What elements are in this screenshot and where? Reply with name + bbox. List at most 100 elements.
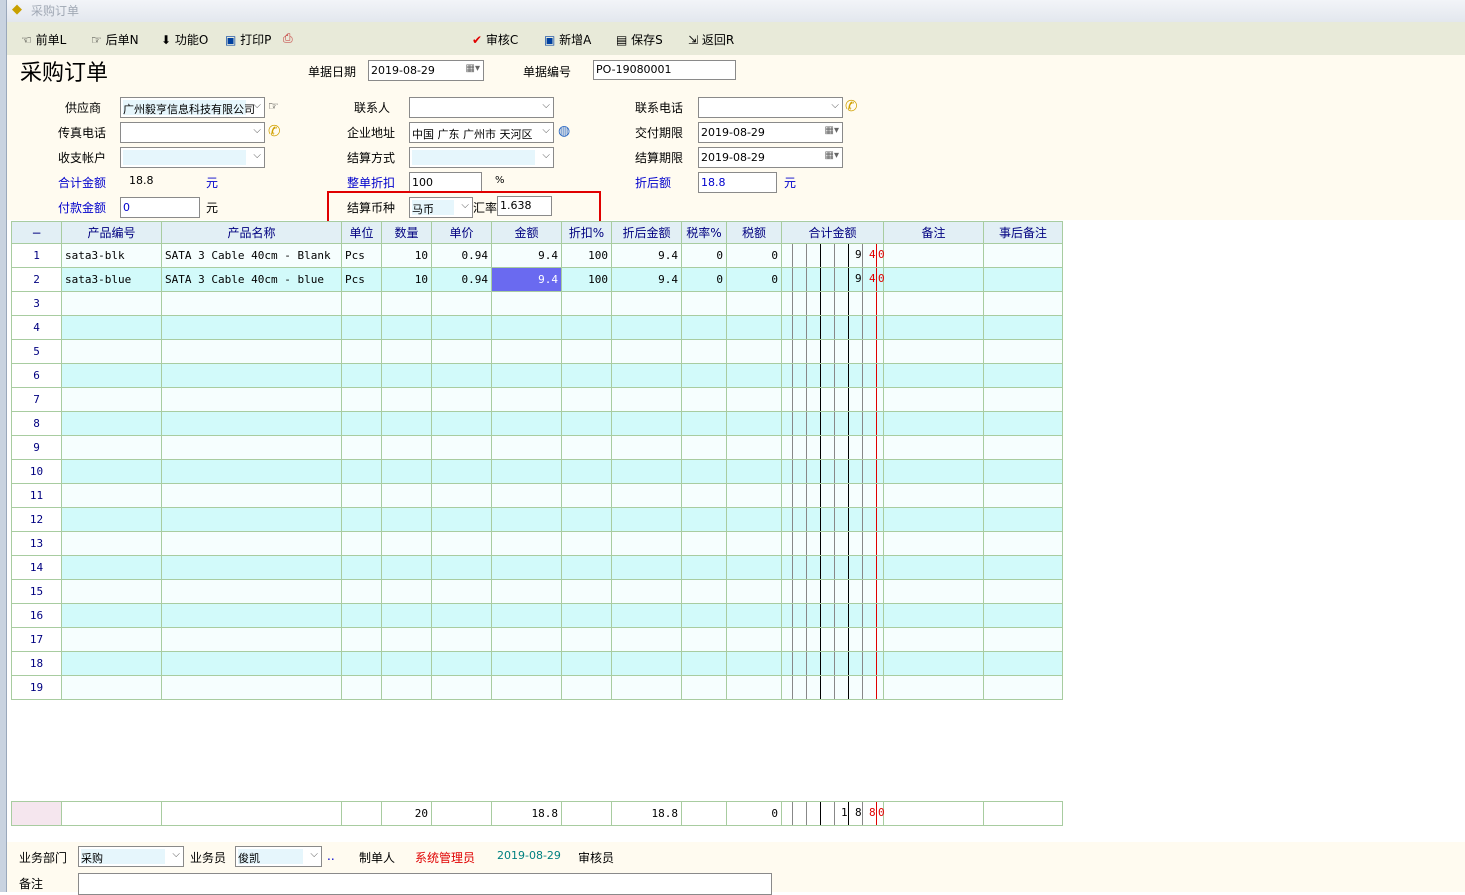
cell[interactable] xyxy=(781,579,884,604)
column-header[interactable]: 合计金额 xyxy=(781,221,884,244)
discount-field[interactable]: 100 xyxy=(409,172,482,193)
row-number[interactable]: 18 xyxy=(11,651,62,676)
cell[interactable] xyxy=(341,555,382,580)
cell[interactable] xyxy=(381,579,432,604)
cell[interactable] xyxy=(341,579,382,604)
row-number[interactable]: 7 xyxy=(11,387,62,412)
cell[interactable] xyxy=(983,483,1063,508)
cell[interactable] xyxy=(681,291,727,316)
contact-select[interactable]: ⌵ xyxy=(409,97,554,118)
row-number[interactable]: 14 xyxy=(11,555,62,580)
table-row[interactable]: 13 xyxy=(11,531,1063,556)
cell[interactable] xyxy=(726,651,782,676)
cell[interactable] xyxy=(883,603,984,628)
cell[interactable] xyxy=(681,651,727,676)
cell[interactable] xyxy=(681,579,727,604)
cell[interactable] xyxy=(681,531,727,556)
cell[interactable] xyxy=(61,627,162,652)
cell-code[interactable]: sata3-blue xyxy=(61,267,162,292)
table-row[interactable]: 7 xyxy=(11,387,1063,412)
cell[interactable] xyxy=(61,651,162,676)
row-number[interactable]: 5 xyxy=(11,339,62,364)
cell[interactable] xyxy=(341,651,382,676)
cell[interactable] xyxy=(883,315,984,340)
cell[interactable] xyxy=(681,411,727,436)
cell[interactable] xyxy=(883,507,984,532)
cell[interactable] xyxy=(381,435,432,460)
cell[interactable] xyxy=(431,363,492,388)
column-header[interactable]: 事后备注 xyxy=(983,221,1063,244)
cell[interactable] xyxy=(883,579,984,604)
cell[interactable] xyxy=(161,291,342,316)
paid-field[interactable]: 0 xyxy=(120,197,200,218)
cell[interactable] xyxy=(983,435,1063,460)
cell[interactable] xyxy=(983,387,1063,412)
cell[interactable] xyxy=(561,291,612,316)
cell-after[interactable]: 9.4 xyxy=(611,243,682,268)
cell-amount[interactable]: 9.4 xyxy=(491,243,562,268)
next-button[interactable]: ☞ 后单N xyxy=(91,33,139,47)
table-row[interactable]: 2 sata3-blue SATA 3 Cable 40cm - blue Pcs 10… xyxy=(11,267,1063,292)
cell[interactable] xyxy=(431,387,492,412)
row-number[interactable]: 19 xyxy=(11,675,62,700)
cell[interactable] xyxy=(611,387,682,412)
cell[interactable] xyxy=(561,579,612,604)
cell-name[interactable]: SATA 3 Cable 40cm - blue xyxy=(161,267,342,292)
column-header[interactable]: 备注 xyxy=(883,221,984,244)
cell[interactable] xyxy=(883,651,984,676)
cell[interactable] xyxy=(611,459,682,484)
cell[interactable] xyxy=(61,459,162,484)
currency-select[interactable]: 马币 ⌵ xyxy=(409,197,473,218)
cell[interactable] xyxy=(781,651,884,676)
cell[interactable] xyxy=(611,507,682,532)
cell[interactable] xyxy=(161,459,342,484)
cell[interactable] xyxy=(561,363,612,388)
row-number[interactable]: 4 xyxy=(11,315,62,340)
row-number[interactable]: 2 xyxy=(11,267,62,292)
column-header[interactable]: − xyxy=(11,221,62,244)
cell[interactable] xyxy=(883,531,984,556)
cell[interactable] xyxy=(883,435,984,460)
cell[interactable] xyxy=(681,603,727,628)
cell[interactable] xyxy=(781,363,884,388)
cell[interactable] xyxy=(781,387,884,412)
cell-unit[interactable]: Pcs xyxy=(341,267,382,292)
cell[interactable] xyxy=(726,627,782,652)
cell[interactable] xyxy=(781,435,884,460)
cell[interactable] xyxy=(781,483,884,508)
row-number[interactable]: 3 xyxy=(11,291,62,316)
table-row[interactable]: 1 sata3-blk SATA 3 Cable 40cm - Blank Pcs 10… xyxy=(11,243,1063,268)
cell[interactable] xyxy=(61,435,162,460)
column-header[interactable]: 税额 xyxy=(726,221,782,244)
cell[interactable] xyxy=(161,411,342,436)
cell[interactable] xyxy=(781,411,884,436)
cell[interactable] xyxy=(883,387,984,412)
cell[interactable] xyxy=(381,531,432,556)
cell[interactable] xyxy=(681,435,727,460)
cell[interactable] xyxy=(381,315,432,340)
cell[interactable] xyxy=(611,531,682,556)
cell[interactable] xyxy=(381,627,432,652)
cell[interactable] xyxy=(431,411,492,436)
cell[interactable] xyxy=(161,339,342,364)
cell[interactable] xyxy=(781,555,884,580)
cell[interactable] xyxy=(61,339,162,364)
cell[interactable] xyxy=(341,363,382,388)
cell[interactable] xyxy=(726,315,782,340)
phone-select[interactable]: ⌵ xyxy=(698,97,843,118)
cell-disc[interactable]: 100 xyxy=(561,267,612,292)
cell[interactable] xyxy=(431,483,492,508)
cell[interactable] xyxy=(726,531,782,556)
save-button[interactable]: ▤ 保存S xyxy=(616,33,663,47)
cell[interactable] xyxy=(161,387,342,412)
cell[interactable] xyxy=(726,483,782,508)
cell[interactable] xyxy=(491,291,562,316)
cell[interactable] xyxy=(431,603,492,628)
calendar-icon[interactable]: ▦▾ xyxy=(824,125,839,136)
cell[interactable] xyxy=(681,675,727,700)
cell[interactable] xyxy=(781,291,884,316)
cell-amount[interactable]: 9.4 xyxy=(491,267,562,292)
cell[interactable] xyxy=(491,411,562,436)
cell[interactable] xyxy=(161,603,342,628)
staff-select[interactable]: 俊凯 ⌵ xyxy=(235,846,322,867)
